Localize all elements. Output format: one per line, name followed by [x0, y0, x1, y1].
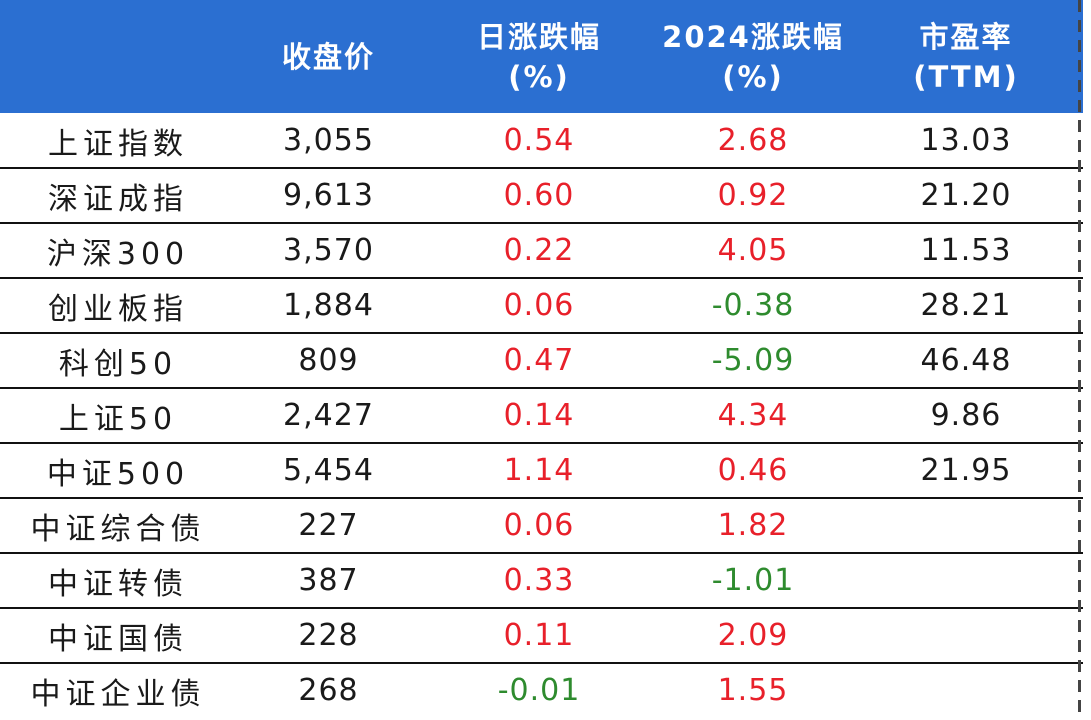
day-change-cell: 0.60 [503, 178, 575, 213]
row-separator [0, 497, 1083, 499]
close-price-cell: 2,427 [283, 398, 374, 433]
close-price-cell: 268 [298, 673, 359, 708]
header-ytd-change: 2024涨跌幅 (%) [662, 19, 844, 94]
day-change-cell: 0.33 [503, 563, 575, 598]
table-row: 创业板指 1,884 0.06 -0.38 28.21 [0, 278, 1083, 333]
row-separator [0, 442, 1083, 444]
pe-ratio-cell: 9.86 [930, 398, 1002, 433]
header-close-price: 收盘价 [281, 39, 375, 74]
ytd-change-cell: 0.92 [717, 178, 789, 213]
row-separator [0, 332, 1083, 334]
index-name-cell: 科创50 [58, 346, 178, 382]
ytd-change-cell: 2.09 [717, 618, 789, 653]
table-row: 深证成指 9,613 0.60 0.92 21.20 [0, 168, 1083, 223]
index-name-cell: 中证企业债 [30, 676, 206, 712]
pe-ratio-cell: 13.03 [920, 123, 1012, 158]
table-header: 收盘价 日涨跌幅 (%) 2024涨跌幅 (%) 市盈率 (TTM) [0, 0, 1083, 113]
right-dashed-border [1078, 0, 1081, 720]
ytd-change-cell: 1.55 [717, 673, 789, 708]
close-price-cell: 227 [298, 508, 359, 543]
row-separator [0, 552, 1083, 554]
day-change-cell: -0.01 [497, 673, 581, 708]
day-change-cell: 1.14 [503, 453, 575, 488]
index-name-cell: 深证成指 [48, 181, 188, 217]
pe-ratio-cell [849, 608, 1083, 663]
index-name-cell: 上证指数 [48, 126, 188, 162]
index-name-cell: 中证转债 [48, 566, 188, 602]
table-row: 中证500 5,454 1.14 0.46 21.95 [0, 443, 1083, 498]
table-row: 中证企业债 268 -0.01 1.55 [0, 663, 1083, 718]
table-row: 沪深300 3,570 0.22 4.05 11.53 [0, 223, 1083, 278]
index-name-cell: 上证50 [58, 401, 178, 437]
ytd-change-cell: 2.68 [717, 123, 789, 158]
header-pe-ratio: 市盈率 (TTM) [913, 19, 1019, 94]
table-row: 科创50 809 0.47 -5.09 46.48 [0, 333, 1083, 388]
close-price-cell: 3,055 [283, 123, 374, 158]
index-name-cell: 创业板指 [48, 291, 188, 327]
pe-ratio-cell: 21.95 [920, 453, 1012, 488]
table-row: 中证转债 387 0.33 -1.01 [0, 553, 1083, 608]
close-price-cell: 809 [298, 343, 359, 378]
header-day-change: 日涨跌幅 (%) [476, 19, 601, 94]
day-change-cell: 0.06 [503, 288, 575, 323]
ytd-change-cell: -0.38 [711, 288, 795, 323]
table-row: 上证50 2,427 0.14 4.34 9.86 [0, 388, 1083, 443]
table-row: 中证国债 228 0.11 2.09 [0, 608, 1083, 663]
ytd-change-cell: 1.82 [717, 508, 789, 543]
day-change-cell: 0.06 [503, 508, 575, 543]
day-change-cell: 0.14 [503, 398, 575, 433]
row-separator [0, 222, 1083, 224]
close-price-cell: 1,884 [283, 288, 374, 323]
pe-ratio-cell: 21.20 [920, 178, 1012, 213]
close-price-cell: 228 [298, 618, 359, 653]
row-separator [0, 387, 1083, 389]
close-price-cell: 387 [298, 563, 359, 598]
row-separator [0, 662, 1083, 664]
row-separator [0, 167, 1083, 169]
table-row: 中证综合债 227 0.06 1.82 [0, 498, 1083, 553]
row-separator [0, 277, 1083, 279]
index-name-cell: 沪深300 [46, 236, 190, 272]
day-change-cell: 0.11 [503, 618, 575, 653]
index-name-cell: 中证综合债 [30, 511, 206, 547]
index-name-cell: 中证国债 [48, 621, 188, 657]
ytd-change-cell: -1.01 [711, 563, 795, 598]
pe-ratio-cell: 28.21 [920, 288, 1012, 323]
pe-ratio-cell: 46.48 [920, 343, 1012, 378]
ytd-change-cell: -5.09 [711, 343, 795, 378]
pe-ratio-cell [849, 498, 1083, 553]
pe-ratio-cell [849, 553, 1083, 608]
close-price-cell: 5,454 [283, 453, 374, 488]
ytd-change-cell: 4.34 [717, 398, 789, 433]
day-change-cell: 0.54 [503, 123, 575, 158]
day-change-cell: 0.22 [503, 233, 575, 268]
ytd-change-cell: 0.46 [717, 453, 789, 488]
pe-ratio-cell [849, 663, 1083, 718]
header-name [0, 0, 236, 113]
close-price-cell: 9,613 [283, 178, 374, 213]
day-change-cell: 0.47 [503, 343, 575, 378]
row-separator [0, 607, 1083, 609]
index-name-cell: 中证500 [46, 456, 190, 492]
ytd-change-cell: 4.05 [717, 233, 789, 268]
close-price-cell: 3,570 [283, 233, 374, 268]
pe-ratio-cell: 11.53 [920, 233, 1012, 268]
table-row: 上证指数 3,055 0.54 2.68 13.03 [0, 113, 1083, 168]
